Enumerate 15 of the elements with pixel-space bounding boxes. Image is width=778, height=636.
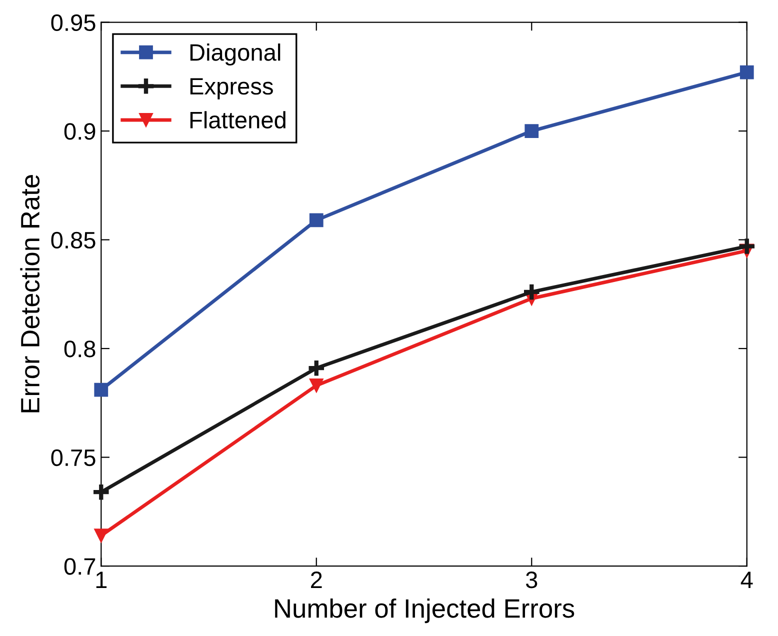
y-tick-label: 0.75: [51, 449, 96, 466]
y-tick-label: 0.9: [64, 123, 96, 140]
y-tick-label: 0.7: [64, 558, 96, 575]
x-tick-label: 2: [311, 572, 322, 588]
legend-label: Flattened: [190, 111, 286, 128]
y-tick-label: 0.85: [51, 232, 96, 249]
y-axis-title: Error Detection Rate: [20, 175, 40, 412]
x-tick-label: 3: [526, 572, 538, 588]
legend-label: Express: [190, 78, 273, 100]
y-tick-label: 0.95: [51, 14, 96, 32]
legend-label: Diagonal: [190, 44, 280, 66]
x-axis-title: Number of Injected Errors: [275, 598, 574, 624]
x-tick-label: 1: [96, 572, 107, 588]
y-tick-label: 0.8: [64, 340, 96, 358]
x-tick-label: 4: [740, 572, 753, 588]
